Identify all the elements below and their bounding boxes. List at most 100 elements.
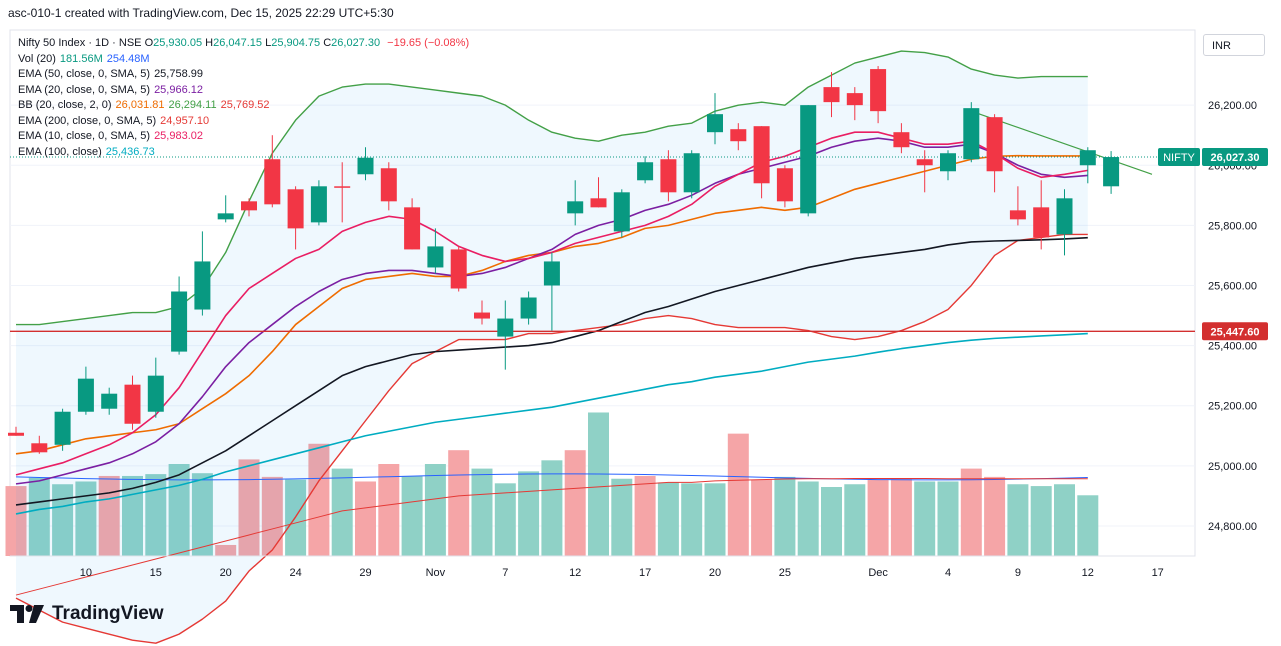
candle [474, 300, 490, 325]
volume-bar [494, 483, 516, 556]
candle-body [1056, 198, 1073, 235]
legend-row: EMA (100, close) 25,436.73 [18, 145, 469, 161]
candle-body [8, 432, 24, 436]
candle [264, 135, 281, 208]
candle-body [707, 114, 723, 133]
last-price-badge: 26,027.30 [1211, 152, 1260, 164]
currency-button[interactable]: INR [1203, 34, 1265, 56]
volume-bar [611, 478, 633, 556]
candle [823, 72, 840, 118]
candle [637, 156, 654, 184]
volume-ma-line [15, 473, 1088, 481]
legend-row-label: EMA (50, close, 0, SMA, 5) [18, 68, 151, 80]
candle-body [171, 291, 188, 352]
x-tick-label: Nov [426, 567, 446, 579]
legend-row-value: 24,957.10 [160, 114, 210, 127]
volume-bar [215, 544, 237, 556]
bollinger-band [16, 51, 1088, 644]
legend-row-value: 26,294.11 [168, 99, 217, 111]
volume-bar [681, 483, 703, 556]
legend-row-value: 25,758.99 [154, 68, 203, 80]
candle [916, 150, 933, 193]
legend-row-value: 25,983.02 [154, 130, 203, 142]
y-tick-label: 26,200.00 [1208, 100, 1257, 112]
candle [590, 177, 607, 208]
candle [730, 123, 747, 151]
volume-bar [98, 475, 120, 556]
candle-body [543, 261, 560, 286]
legend-row: EMA (50, close, 0, SMA, 5) 25,758.99 [18, 67, 469, 83]
volume-bar [797, 481, 819, 556]
candle-body [404, 207, 421, 250]
tradingview-logo: TradingView [10, 603, 164, 625]
x-tick-label: 12 [1082, 567, 1094, 579]
candle [171, 276, 188, 355]
x-tick-label: 17 [639, 567, 651, 579]
candle-body [846, 93, 863, 106]
candle-body [567, 201, 584, 214]
symbol-title: Nifty 50 Index · 1D · NSE [18, 37, 142, 49]
volume-bar [984, 476, 1006, 556]
volume-bar [471, 468, 493, 556]
volume-bar [727, 433, 749, 556]
x-tick-label: 12 [569, 567, 581, 579]
y-tick-label: 25,600.00 [1208, 280, 1257, 292]
volume-bar [145, 474, 167, 556]
candle [1056, 189, 1073, 256]
legend-row: EMA (20, close, 0, SMA, 5) 25,966.12 [18, 83, 469, 99]
volume-bar [821, 487, 842, 556]
x-tick-label: 20 [709, 567, 721, 579]
candle [241, 198, 257, 217]
y-tick-label: 25,000.00 [1208, 461, 1257, 473]
candle [870, 66, 887, 124]
candle [77, 366, 94, 415]
candle-body [1009, 210, 1026, 220]
volume-bar [1077, 495, 1099, 556]
candle [660, 150, 677, 202]
legend: Nifty 50 Index · 1D · NSE O25,930.05 H26… [18, 36, 469, 160]
tradingview-logo-icon [10, 605, 44, 623]
candle [450, 246, 467, 292]
candle [404, 198, 421, 250]
candle [846, 87, 863, 121]
volume-bar [75, 481, 97, 556]
candle [427, 228, 444, 274]
candle-body [194, 261, 211, 310]
candle [800, 105, 817, 217]
volume-bar [355, 481, 376, 556]
candle-body [264, 159, 281, 205]
legend-row-value: 26,031.81 [115, 99, 165, 111]
candle-body [77, 378, 94, 412]
legend-row-value: 25,769.52 [220, 99, 270, 111]
candle [54, 408, 71, 451]
legend-row: EMA (10, close, 0, SMA, 5) 25,983.02 [18, 129, 469, 145]
volume-bar [634, 475, 656, 556]
volume-bar [28, 477, 50, 556]
ohlc-open: 25,930.05 [153, 37, 203, 49]
legend-row: EMA (200, close, 0, SMA, 5) 24,957.10 [18, 114, 469, 130]
candle [543, 252, 560, 331]
candle-body [1033, 207, 1050, 238]
volume-bar [564, 450, 586, 556]
candle [567, 180, 584, 226]
candle [753, 126, 770, 199]
candle [497, 300, 514, 370]
x-tick-label: 24 [289, 567, 301, 579]
x-tick-label: 20 [220, 567, 232, 579]
candle-body [893, 132, 910, 148]
candle-body [683, 153, 700, 193]
volume-bar [191, 473, 213, 556]
volume-bar [261, 476, 283, 556]
candle-body [940, 153, 956, 172]
volume-bar [52, 484, 74, 556]
x-tick-label: 25 [779, 567, 791, 579]
candle [287, 186, 304, 250]
legend-row-label: Vol (20) [18, 52, 56, 65]
ema50-line [15, 236, 1088, 506]
ohlc-low: 25,904.75 [271, 37, 321, 49]
candle-body [357, 157, 374, 175]
volume-bar [1054, 484, 1075, 556]
legend-row-value: 254.48M [106, 52, 150, 65]
candle-body [31, 443, 48, 453]
